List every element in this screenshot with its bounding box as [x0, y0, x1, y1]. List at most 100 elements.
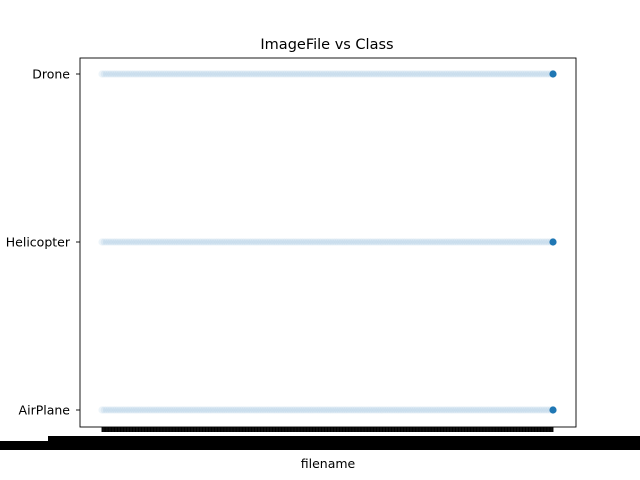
- data-point: [302, 238, 310, 246]
- data-point: [257, 70, 265, 78]
- data-point: [524, 406, 532, 414]
- data-point: [449, 238, 457, 246]
- data-point: [320, 238, 328, 246]
- data-point: [386, 238, 394, 246]
- data-point: [436, 238, 444, 246]
- data-point: [252, 406, 260, 414]
- data-point: [250, 406, 258, 414]
- data-point: [202, 406, 210, 414]
- data-point: [490, 238, 498, 246]
- data-point: [159, 70, 167, 78]
- data-point: [442, 70, 451, 78]
- data-point: [295, 70, 303, 78]
- data-point: [329, 70, 337, 78]
- data-point: [179, 70, 188, 78]
- data-point: [327, 70, 335, 78]
- data-point: [241, 238, 249, 246]
- data-point: [488, 238, 496, 246]
- data-point: [359, 238, 367, 246]
- data-point: [474, 70, 482, 78]
- data-point: [130, 238, 138, 246]
- data-point: [102, 70, 111, 78]
- data-point: [223, 406, 231, 414]
- data-point: [399, 238, 408, 246]
- data-point: [515, 70, 523, 78]
- data-point: [127, 70, 136, 78]
- data-point: [415, 406, 423, 414]
- data-point: [184, 238, 192, 246]
- data-point: [461, 406, 469, 414]
- data-point: [338, 406, 346, 414]
- data-point: [225, 238, 233, 246]
- data-point: [404, 70, 412, 78]
- data-point: [325, 70, 333, 78]
- data-point: [408, 70, 417, 78]
- data-point: [356, 406, 364, 414]
- data-point: [483, 70, 491, 78]
- data-point: [431, 238, 439, 246]
- data-point: [361, 238, 369, 246]
- data-point: [492, 70, 500, 78]
- data-point: [347, 406, 355, 414]
- data-point: [379, 70, 387, 78]
- data-point: [263, 238, 272, 246]
- data-point: [297, 70, 306, 78]
- data-point: [297, 406, 306, 414]
- data-point: [200, 238, 208, 246]
- data-point: [114, 70, 122, 78]
- data-point: [368, 238, 376, 246]
- data-point: [522, 70, 530, 78]
- data-point: [422, 238, 430, 246]
- data-point: [524, 238, 532, 246]
- data-point: [429, 406, 437, 414]
- data-point: [148, 70, 156, 78]
- data-point: [347, 238, 355, 246]
- data-point: [397, 70, 405, 78]
- data-point: [501, 70, 510, 78]
- data-point: [406, 406, 414, 414]
- data-point: [98, 406, 106, 414]
- data-point: [318, 406, 326, 414]
- data-point: [293, 238, 301, 246]
- data-point: [440, 70, 448, 78]
- data-point: [245, 406, 253, 414]
- data-point: [456, 406, 464, 414]
- data-point: [393, 406, 401, 414]
- data-point: [173, 238, 181, 246]
- data-point: [227, 238, 235, 246]
- data-point: [420, 70, 428, 78]
- data-point: [270, 70, 278, 78]
- data-point: [411, 238, 419, 246]
- data-point: [379, 238, 387, 246]
- data-point: [454, 70, 462, 78]
- data-point: [399, 406, 408, 414]
- data-point: [177, 238, 185, 246]
- data-point: [259, 238, 267, 246]
- data-point: [100, 238, 108, 246]
- data-point: [411, 406, 419, 414]
- data-point: [349, 238, 358, 246]
- data-point: [519, 406, 528, 414]
- data-point: [306, 238, 315, 246]
- data-point: [374, 70, 383, 78]
- data-point: [408, 238, 417, 246]
- data-point: [506, 70, 514, 78]
- data-point: [465, 238, 473, 246]
- data-point: [531, 406, 539, 414]
- data-point: [161, 406, 170, 414]
- data-point: [130, 406, 138, 414]
- data-point: [254, 238, 262, 246]
- data-point: [170, 70, 179, 78]
- data-point: [100, 406, 108, 414]
- data-point: [320, 406, 328, 414]
- data-point: [189, 406, 197, 414]
- data-point: [286, 406, 294, 414]
- data-point: [295, 406, 303, 414]
- data-point: [513, 406, 521, 414]
- data-point: [234, 70, 242, 78]
- data-point: [526, 238, 534, 246]
- data-point: [281, 406, 290, 414]
- data-point: [193, 238, 201, 246]
- data-point: [481, 70, 489, 78]
- data-point: [279, 406, 287, 414]
